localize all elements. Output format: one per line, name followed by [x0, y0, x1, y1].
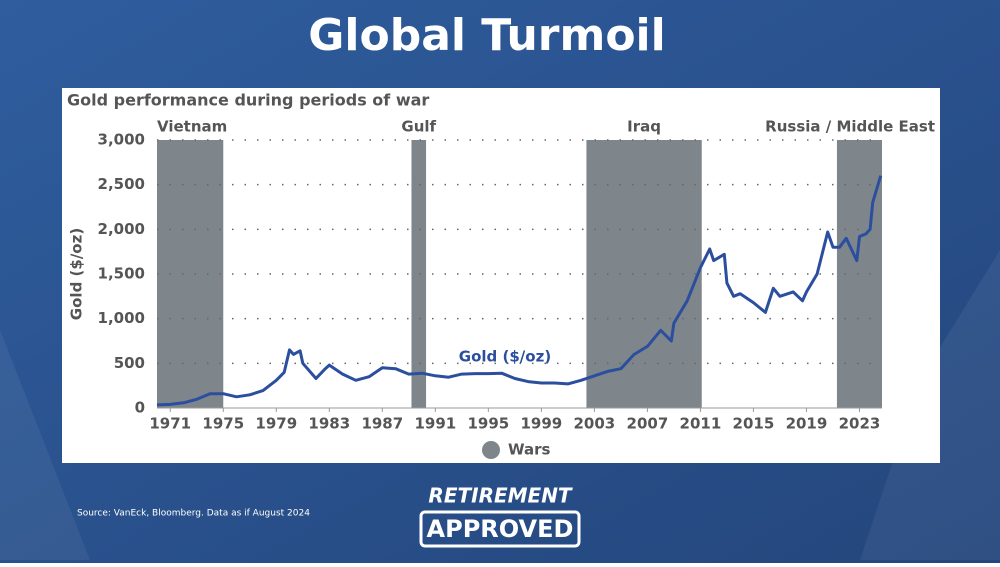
- war-span: [836, 140, 882, 408]
- legend-label: Wars: [508, 441, 551, 459]
- logo-top: RETIREMENT: [428, 484, 573, 508]
- x-tick-label: 1991: [414, 415, 456, 433]
- war-label: Russia / Middle East: [765, 118, 935, 136]
- logo-box: [419, 510, 581, 548]
- war-label: Gulf: [401, 118, 436, 136]
- gold-line: [156, 175, 883, 407]
- x-tick-label: 1995: [467, 415, 509, 433]
- x-tick-label: 2015: [733, 415, 775, 433]
- x-tick-label: 1979: [255, 415, 297, 433]
- source-note: Source: VanEck, Bloomberg. Data as if Au…: [77, 509, 310, 519]
- slide-title: Global Turmoil: [308, 10, 665, 61]
- y-tick-label: 500: [114, 354, 145, 372]
- y-tick-label: 3,000: [98, 131, 145, 149]
- war-label: Vietnam: [157, 118, 227, 136]
- y-tick-label: 2,500: [98, 175, 145, 193]
- x-tick-label: 1999: [520, 415, 562, 433]
- x-tick-label: 1987: [361, 415, 403, 433]
- decor: [0, 250, 1000, 560]
- series-label: Gold ($/oz): [459, 348, 551, 366]
- x-tick-label: 2019: [786, 415, 828, 433]
- x-tick-label: 1983: [308, 415, 350, 433]
- x-tick-label: 1975: [202, 415, 244, 433]
- y-tick-label: 1,000: [98, 309, 145, 327]
- logo-bottom: APPROVED: [427, 515, 574, 543]
- x-tick-label: 2011: [680, 415, 722, 433]
- y-axis-label: Gold ($/oz): [68, 228, 86, 320]
- war-span: [157, 140, 224, 408]
- x-tick-label: 2003: [574, 415, 616, 433]
- y-tick-label: 2,000: [98, 220, 145, 238]
- x-tick-label: 2023: [839, 415, 881, 433]
- legend-swatch: [482, 441, 500, 459]
- y-tick-label: 1,500: [98, 265, 145, 283]
- war-span: [586, 140, 702, 408]
- war-span: [411, 140, 427, 408]
- chart-title: Gold performance during periods of war: [67, 91, 429, 110]
- y-tick-label: 0: [135, 399, 145, 417]
- x-tick-label: 1971: [149, 415, 191, 433]
- war-label: Iraq: [627, 118, 661, 136]
- x-tick-label: 2007: [627, 415, 669, 433]
